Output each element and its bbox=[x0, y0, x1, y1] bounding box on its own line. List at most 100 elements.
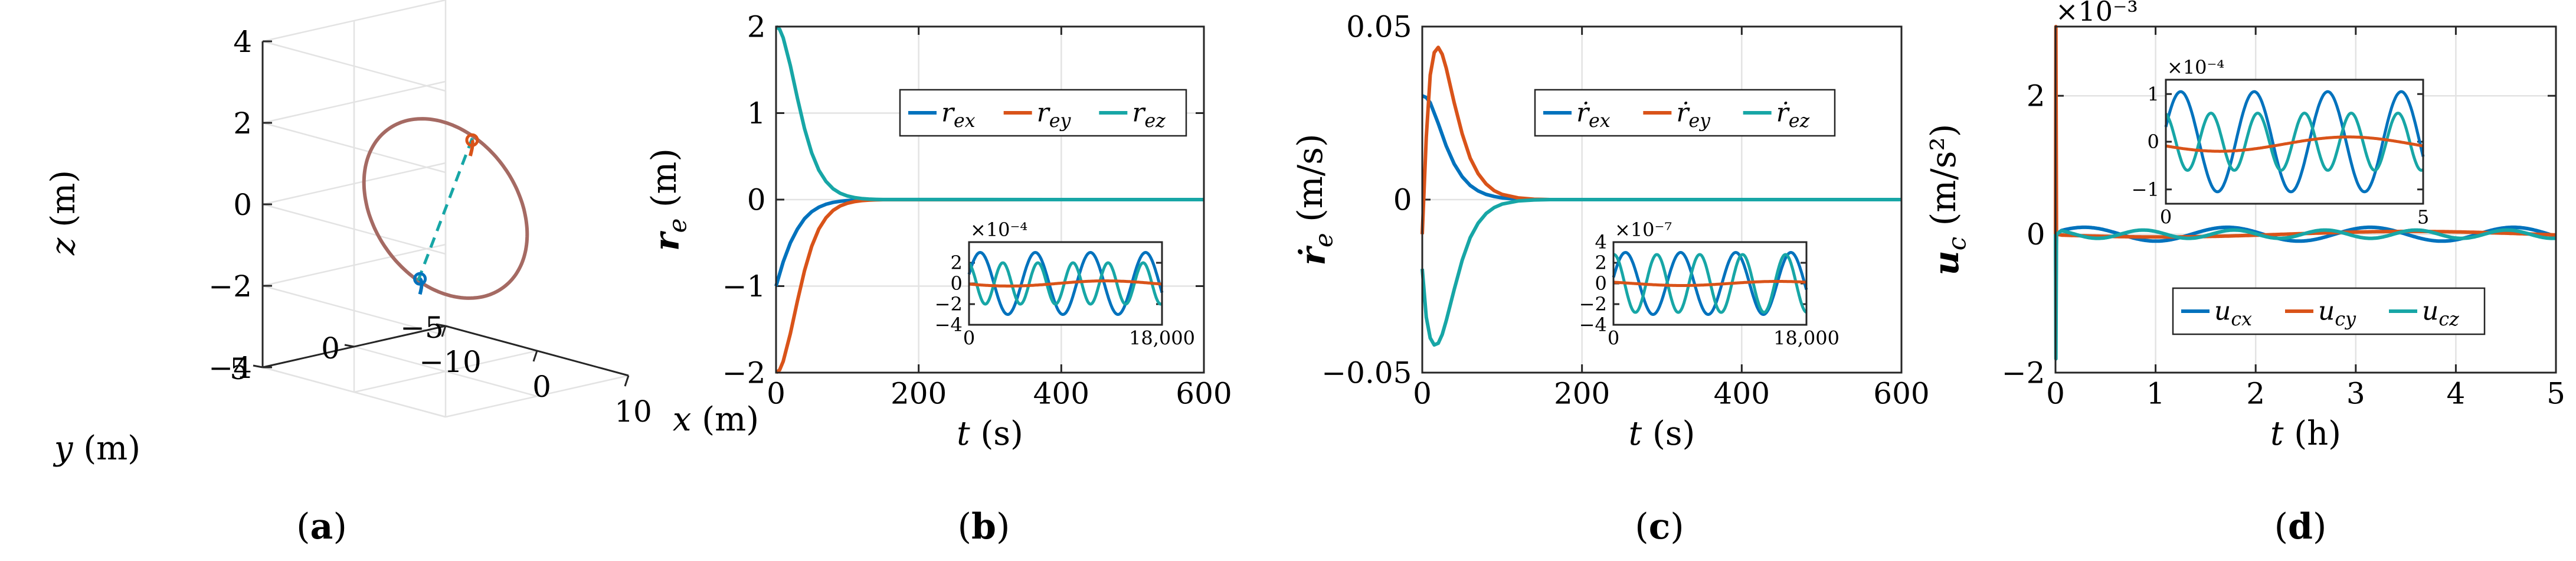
x-axis-label: x (m) bbox=[673, 400, 759, 439]
inset-series-line bbox=[968, 261, 1163, 306]
x-tick-label: 0 bbox=[963, 327, 975, 350]
y-tick-label: −4 bbox=[1579, 314, 1607, 336]
legend-box bbox=[899, 89, 1187, 137]
legend: rex rey rez bbox=[899, 89, 1187, 137]
y-tick-label: −1 bbox=[2132, 178, 2159, 201]
y-tick-label: 1 bbox=[2147, 83, 2159, 105]
y-tick-label: 0 bbox=[1393, 183, 1412, 217]
y-tick-label: 0 bbox=[747, 183, 766, 217]
chart-a: −10 0 10 −5 0 5−4 −2 0 2 4 x (m) y (m) z (m) bbox=[44, 0, 759, 468]
legend: ṙex ṙey ṙez bbox=[1534, 89, 1836, 137]
trajectory-chaser bbox=[418, 277, 424, 295]
x-tick-label: 10 bbox=[614, 394, 652, 429]
inset-series-line bbox=[2165, 112, 2424, 172]
x-tick-label: −10 bbox=[419, 345, 482, 379]
inset-frame bbox=[968, 241, 1163, 326]
series-line-rdez bbox=[1420, 198, 1901, 347]
x-tick-label: 3 bbox=[2346, 377, 2365, 411]
x-tick-label: 0 bbox=[767, 377, 785, 411]
y-tick-label: −2 bbox=[722, 356, 766, 390]
axes-frame bbox=[1421, 25, 1903, 374]
panel-label: (d) bbox=[2274, 506, 2327, 547]
x-tick-label: 400 bbox=[1033, 377, 1089, 411]
z-tick-label: 0 bbox=[233, 188, 252, 222]
panel-label: (a) bbox=[296, 506, 347, 547]
axes-frame bbox=[775, 25, 1205, 374]
inset-series-line bbox=[1612, 251, 1808, 316]
x-axis-label: t (s) bbox=[957, 415, 1023, 453]
y-axis-label: y (m) bbox=[53, 429, 140, 468]
z-tick-label: 2 bbox=[233, 106, 252, 141]
inset-series-line bbox=[2164, 90, 2425, 194]
dashed-diameter bbox=[417, 135, 474, 282]
series-line-rez bbox=[775, 25, 1204, 201]
legend-entry: rey bbox=[1037, 98, 1072, 132]
x-axis-label: t (s) bbox=[1629, 415, 1695, 453]
x-axis-label: t (h) bbox=[2270, 415, 2341, 453]
y-tick-label: 0 bbox=[1595, 272, 1606, 295]
panel-label: (b) bbox=[958, 506, 1010, 547]
legend-entry: ucz bbox=[2422, 296, 2459, 331]
x-tick-label: 600 bbox=[1873, 377, 1929, 411]
series-line-ucz bbox=[2054, 228, 2557, 361]
x-tick-label: 0 bbox=[2046, 377, 2065, 411]
legend-entry: ṙez bbox=[1776, 98, 1810, 132]
z-tick-label: −4 bbox=[208, 351, 252, 385]
legend-entry: ṙex bbox=[1576, 98, 1611, 132]
y-tick-label: 2 bbox=[950, 252, 962, 274]
legend-entry: ucy bbox=[2318, 296, 2356, 331]
inset-chart: 0 5−101×10⁻⁴ bbox=[2132, 56, 2430, 229]
grid-line bbox=[353, 345, 538, 397]
x-tick-label: 18,000 bbox=[1773, 327, 1839, 350]
y-tick-label: −2 bbox=[2002, 356, 2045, 390]
legend-entry: ṙey bbox=[1676, 98, 1711, 132]
y-axis-label: uc (m/s²) bbox=[1923, 124, 1971, 276]
grid-line bbox=[262, 366, 446, 418]
inset-frame bbox=[2165, 79, 2424, 205]
x-tick-label: 200 bbox=[891, 377, 947, 411]
x-tick-label: 0 bbox=[532, 370, 551, 404]
x-tick-label: 1 bbox=[2146, 377, 2165, 411]
legend-box bbox=[1534, 89, 1836, 137]
z-tick-label: 4 bbox=[233, 25, 252, 59]
x-tick bbox=[441, 325, 447, 337]
inset-chart: 0 18,000−4−202×10⁻⁴ bbox=[935, 218, 1195, 350]
legend-box bbox=[2172, 287, 2486, 335]
y-tick-label: −2 bbox=[935, 293, 963, 315]
inset-exponent-label: ×10⁻⁷ bbox=[1615, 218, 1672, 241]
y-tick-label: −1 bbox=[722, 269, 766, 304]
y-axis-label: ṙe (m/s) bbox=[1290, 133, 1338, 265]
y-tick bbox=[253, 364, 263, 368]
axes-frame bbox=[2054, 25, 2557, 374]
y-tick-label: 2 bbox=[747, 10, 766, 44]
y-tick-label: 5 bbox=[230, 352, 248, 386]
y-tick-label: −5 bbox=[400, 311, 444, 345]
y-tick-label: 0 bbox=[950, 272, 962, 295]
z-tick-label: −2 bbox=[208, 269, 252, 304]
z-axis-label: z (m) bbox=[44, 170, 83, 256]
exponent-label: ×10⁻³ bbox=[2055, 0, 2138, 27]
y-tick-label: 1 bbox=[747, 96, 766, 131]
inset-series-line bbox=[1612, 280, 1808, 287]
y-tick-label: 0 bbox=[321, 331, 340, 366]
legend: ucx ucy ucz bbox=[2172, 287, 2486, 335]
panel-label: (c) bbox=[1635, 506, 1684, 547]
x-tick bbox=[624, 375, 630, 387]
x-tick-label: 2 bbox=[2246, 377, 2265, 411]
x-tick-label: 0 bbox=[1413, 377, 1432, 411]
legend-entry: ucx bbox=[2214, 296, 2252, 331]
marker-target bbox=[465, 133, 479, 147]
y-axis-label: re (m) bbox=[644, 148, 692, 251]
legend-entry: rex bbox=[941, 98, 976, 132]
y-tick-label: −4 bbox=[935, 314, 963, 336]
x-tick-label: 5 bbox=[2417, 206, 2429, 229]
series-line-rdey bbox=[1420, 45, 1901, 234]
y-tick-label: 0 bbox=[2147, 131, 2159, 153]
inset-series-line bbox=[968, 279, 1163, 288]
x-tick-label: 0 bbox=[2160, 206, 2172, 229]
x-tick-label: 18,000 bbox=[1129, 327, 1195, 350]
y-tick-label: 2 bbox=[2027, 79, 2045, 113]
